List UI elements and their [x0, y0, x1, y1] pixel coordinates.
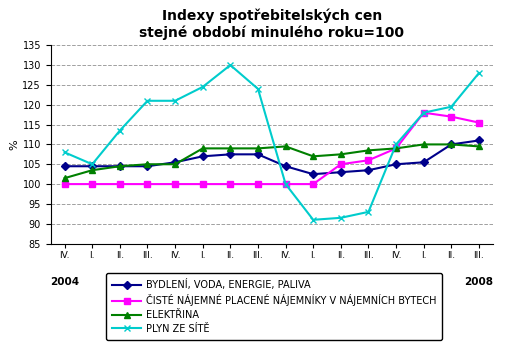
ELEKTŘINA	[421, 142, 427, 147]
Legend: BYDLENÍ, VODA, ENERGIE, PALIVA, ČISTÉ NÁJEMNÉ PLACENÉ NÁJEMNÍKY V NÁJEMNÍCH BYTE: BYDLENÍ, VODA, ENERGIE, PALIVA, ČISTÉ NÁ…	[106, 273, 442, 340]
ELEKTŘINA	[227, 146, 233, 150]
ČISTÉ NÁJEMNÉ PLACENÉ NÁJEMNÍKY V NÁJEMNÍCH BYTECH	[282, 182, 289, 186]
PLYN ZE SÍTĚ	[200, 85, 206, 89]
BYDLENÍ, VODA, ENERGIE, PALIVA	[365, 168, 371, 172]
ELEKTŘINA	[144, 162, 150, 166]
Line: ČISTÉ NÁJEMNÉ PLACENÉ NÁJEMNÍKY V NÁJEMNÍCH BYTECH: ČISTÉ NÁJEMNÉ PLACENÉ NÁJEMNÍKY V NÁJEMN…	[62, 110, 482, 187]
BYDLENÍ, VODA, ENERGIE, PALIVA	[117, 164, 123, 168]
ELEKTŘINA	[393, 146, 399, 150]
Line: PLYN ZE SÍTĚ: PLYN ZE SÍTĚ	[61, 62, 483, 223]
PLYN ZE SÍTĚ	[227, 63, 233, 67]
BYDLENÍ, VODA, ENERGIE, PALIVA	[448, 142, 454, 147]
ČISTÉ NÁJEMNÉ PLACENÉ NÁJEMNÍKY V NÁJEMNÍCH BYTECH	[476, 120, 482, 125]
Y-axis label: %: %	[10, 139, 20, 150]
PLYN ZE SÍTĚ	[117, 128, 123, 133]
PLYN ZE SÍTĚ	[310, 218, 316, 222]
ČISTÉ NÁJEMNÉ PLACENÉ NÁJEMNÍKY V NÁJEMNÍCH BYTECH	[89, 182, 96, 186]
ČISTÉ NÁJEMNÉ PLACENÉ NÁJEMNÍKY V NÁJEMNÍCH BYTECH	[200, 182, 206, 186]
PLYN ZE SÍTĚ	[448, 105, 454, 109]
ČISTÉ NÁJEMNÉ PLACENÉ NÁJEMNÍKY V NÁJEMNÍCH BYTECH	[310, 182, 316, 186]
ELEKTŘINA	[61, 176, 68, 180]
BYDLENÍ, VODA, ENERGIE, PALIVA	[255, 152, 261, 156]
ELEKTŘINA	[200, 146, 206, 150]
BYDLENÍ, VODA, ENERGIE, PALIVA	[227, 152, 233, 156]
BYDLENÍ, VODA, ENERGIE, PALIVA	[61, 164, 68, 168]
BYDLENÍ, VODA, ENERGIE, PALIVA	[200, 154, 206, 158]
ELEKTŘINA	[255, 146, 261, 150]
PLYN ZE SÍTĚ	[476, 71, 482, 75]
ČISTÉ NÁJEMNÉ PLACENÉ NÁJEMNÍKY V NÁJEMNÍCH BYTECH	[365, 158, 371, 163]
BYDLENÍ, VODA, ENERGIE, PALIVA	[172, 160, 178, 164]
Text: 2006: 2006	[271, 277, 300, 287]
BYDLENÍ, VODA, ENERGIE, PALIVA	[310, 172, 316, 176]
PLYN ZE SÍTĚ	[61, 150, 68, 155]
ČISTÉ NÁJEMNÉ PLACENÉ NÁJEMNÍKY V NÁJEMNÍCH BYTECH	[393, 146, 399, 150]
PLYN ZE SÍTĚ	[365, 210, 371, 214]
ČISTÉ NÁJEMNÉ PLACENÉ NÁJEMNÍKY V NÁJEMNÍCH BYTECH	[338, 162, 344, 166]
PLYN ZE SÍTĚ	[338, 216, 344, 220]
Line: BYDLENÍ, VODA, ENERGIE, PALIVA: BYDLENÍ, VODA, ENERGIE, PALIVA	[62, 138, 482, 177]
Title: Indexy spotřebitelských cen
stejné období minulého roku=100: Indexy spotřebitelských cen stejné obdob…	[139, 9, 404, 40]
BYDLENÍ, VODA, ENERGIE, PALIVA	[89, 164, 96, 168]
ELEKTŘINA	[310, 154, 316, 158]
PLYN ZE SÍTĚ	[282, 182, 289, 186]
BYDLENÍ, VODA, ENERGIE, PALIVA	[282, 164, 289, 168]
Text: 2005: 2005	[161, 277, 189, 287]
Text: 2007: 2007	[382, 277, 410, 287]
PLYN ZE SÍTĚ	[89, 162, 96, 166]
ČISTÉ NÁJEMNÉ PLACENÉ NÁJEMNÍKY V NÁJEMNÍCH BYTECH	[172, 182, 178, 186]
Text: 2004: 2004	[50, 277, 79, 287]
ČISTÉ NÁJEMNÉ PLACENÉ NÁJEMNÍKY V NÁJEMNÍCH BYTECH	[421, 111, 427, 115]
BYDLENÍ, VODA, ENERGIE, PALIVA	[338, 170, 344, 174]
Line: ELEKTŘINA: ELEKTŘINA	[62, 142, 482, 181]
PLYN ZE SÍTĚ	[255, 87, 261, 91]
ELEKTŘINA	[282, 144, 289, 149]
PLYN ZE SÍTĚ	[172, 99, 178, 103]
ČISTÉ NÁJEMNÉ PLACENÉ NÁJEMNÍKY V NÁJEMNÍCH BYTECH	[448, 114, 454, 119]
ELEKTŘINA	[117, 164, 123, 168]
ELEKTŘINA	[476, 144, 482, 149]
ELEKTŘINA	[172, 162, 178, 166]
Text: 2008: 2008	[464, 277, 493, 287]
BYDLENÍ, VODA, ENERGIE, PALIVA	[476, 139, 482, 143]
PLYN ZE SÍTĚ	[393, 142, 399, 147]
ELEKTŘINA	[89, 168, 96, 172]
ČISTÉ NÁJEMNÉ PLACENÉ NÁJEMNÍKY V NÁJEMNÍCH BYTECH	[144, 182, 150, 186]
PLYN ZE SÍTĚ	[144, 99, 150, 103]
PLYN ZE SÍTĚ	[421, 111, 427, 115]
ČISTÉ NÁJEMNÉ PLACENÉ NÁJEMNÍKY V NÁJEMNÍCH BYTECH	[227, 182, 233, 186]
ELEKTŘINA	[365, 148, 371, 152]
BYDLENÍ, VODA, ENERGIE, PALIVA	[144, 164, 150, 168]
ČISTÉ NÁJEMNÉ PLACENÉ NÁJEMNÍKY V NÁJEMNÍCH BYTECH	[61, 182, 68, 186]
ČISTÉ NÁJEMNÉ PLACENÉ NÁJEMNÍKY V NÁJEMNÍCH BYTECH	[117, 182, 123, 186]
ČISTÉ NÁJEMNÉ PLACENÉ NÁJEMNÍKY V NÁJEMNÍCH BYTECH	[255, 182, 261, 186]
BYDLENÍ, VODA, ENERGIE, PALIVA	[421, 160, 427, 164]
BYDLENÍ, VODA, ENERGIE, PALIVA	[393, 162, 399, 166]
ELEKTŘINA	[448, 142, 454, 147]
ELEKTŘINA	[338, 152, 344, 156]
